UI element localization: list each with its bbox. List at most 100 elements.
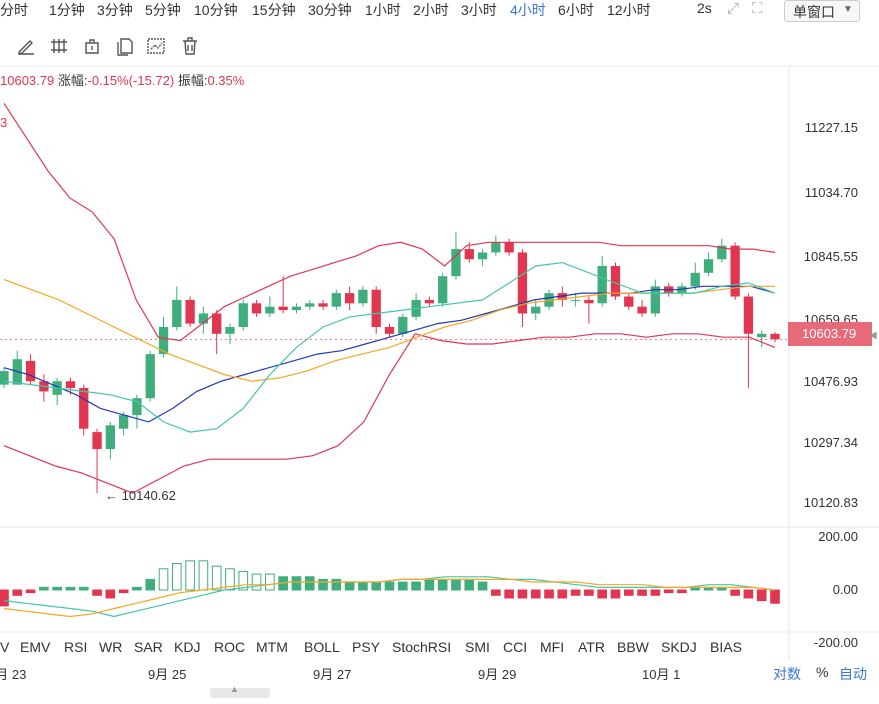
volume-bar	[145, 578, 156, 591]
volume-bar	[464, 578, 475, 591]
candle-body	[424, 299, 435, 304]
axis-handle-icon[interactable]: ◀	[869, 330, 877, 341]
candle-body	[344, 293, 355, 304]
change-value: -0.15%(-15.72)	[87, 73, 175, 88]
pencil-icon[interactable]	[16, 36, 36, 56]
chart-settings-icon[interactable]	[146, 36, 166, 56]
volume-bar	[52, 586, 62, 591]
indicator-bbw[interactable]: BBW	[617, 639, 649, 655]
volume-bar	[158, 568, 169, 591]
timeframe-4[interactable]: 10分钟	[194, 2, 238, 18]
indicator-cci[interactable]: CCI	[503, 639, 528, 655]
indicator-wr[interactable]: WR	[99, 639, 123, 655]
volume-bar	[92, 589, 102, 596]
indicator-atr[interactable]: ATR	[578, 639, 605, 655]
candle-body	[730, 245, 740, 297]
timeframe-10[interactable]: 4小时	[510, 2, 546, 18]
volume-bar	[105, 589, 116, 599]
indicator-bias[interactable]: BIAS	[710, 639, 742, 655]
indicator-v[interactable]: V	[0, 639, 10, 655]
timeframe-6[interactable]: 30分钟	[308, 2, 352, 18]
volume-bar	[25, 589, 36, 594]
candle-body	[491, 242, 501, 253]
boll-upper-line	[3, 102, 776, 342]
indicator-boll[interactable]: BOLL	[304, 639, 340, 655]
candle-body	[451, 249, 461, 277]
amplitude-label: 振幅:	[177, 73, 208, 88]
candle-body	[25, 360, 36, 382]
parallel-lines-icon[interactable]	[49, 36, 69, 56]
timeframe-3[interactable]: 5分钟	[145, 2, 181, 18]
window-select[interactable]: 单窗口 ▼	[784, 0, 860, 22]
indicator-mtm[interactable]: MTM	[256, 639, 288, 655]
timeframe-11[interactable]: 6小时	[558, 2, 594, 18]
volume-bar	[530, 589, 541, 599]
timeframe-1[interactable]: 1分钟	[49, 2, 85, 18]
volume-bar	[451, 578, 461, 591]
timeframe-2[interactable]: 3分钟	[97, 2, 133, 18]
candle-body	[770, 333, 780, 340]
price-info: 10603.79 涨幅:-0.15%(-15.72) 振幅:0.35%	[0, 70, 244, 89]
candle-body	[717, 245, 727, 260]
candle-body	[265, 306, 275, 314]
indicator-mfi[interactable]: MFI	[540, 639, 565, 655]
low-annotation-value: 10140.62	[121, 488, 176, 503]
current-price-tag: 10603.79	[788, 322, 872, 346]
timeframe-8[interactable]: 2小时	[413, 2, 449, 18]
indicator-roc[interactable]: ROC	[214, 639, 246, 655]
price-tick-label: 10476.93	[803, 374, 858, 390]
candle-body	[757, 333, 767, 338]
candle-body	[92, 432, 102, 450]
volume-bar	[677, 589, 687, 594]
auto-scale-toggle[interactable]: 自动	[839, 666, 867, 682]
volume-bar	[623, 589, 634, 596]
trash-icon[interactable]	[180, 36, 200, 56]
timeframe-9[interactable]: 3小时	[461, 2, 497, 18]
volume-bar	[238, 570, 249, 591]
volume-bar	[637, 589, 647, 596]
indicator-skdj[interactable]: SKDJ	[661, 639, 697, 655]
scroll-handle[interactable]	[210, 688, 270, 698]
candle-body	[305, 303, 315, 307]
percent-toggle[interactable]: %	[816, 664, 829, 680]
candle-body	[384, 327, 395, 334]
price-tick-label: 10845.55	[803, 249, 858, 265]
indicator-emv[interactable]: EMV	[20, 639, 51, 655]
chevron-up-icon[interactable]: ▲	[230, 684, 239, 694]
volume-bar	[358, 581, 368, 591]
x-tick-label: 9月 23	[0, 667, 27, 682]
volume-bar	[437, 578, 448, 591]
timeframe-7[interactable]: 1小时	[365, 2, 401, 18]
copy-icon[interactable]	[115, 36, 135, 56]
timeframe-12[interactable]: 12小时	[607, 2, 651, 18]
fullscreen-icon[interactable]: ⤢	[727, 0, 740, 17]
candle-body	[212, 313, 222, 334]
window-select-label: 单窗口	[793, 4, 835, 20]
candle-body	[597, 266, 607, 304]
timeframe-5[interactable]: 15分钟	[252, 2, 296, 18]
volume-bar	[12, 589, 23, 596]
candle-body	[477, 252, 488, 260]
indicator-kdj[interactable]: KDJ	[174, 639, 201, 655]
current-price: 10603.79	[0, 73, 55, 88]
maximize-icon[interactable]: ⛶	[752, 0, 763, 17]
refresh-interval[interactable]: 2s	[697, 0, 712, 16]
volume-bar	[344, 581, 355, 591]
bag-icon[interactable]	[82, 36, 102, 56]
indicator-stochrsi[interactable]: StochRSI	[392, 639, 452, 655]
log-scale-toggle[interactable]: 对数	[773, 666, 801, 682]
indicator-psy[interactable]: PSY	[352, 639, 381, 655]
volume-bar	[0, 589, 9, 607]
indicator-rsi[interactable]: RSI	[64, 639, 88, 655]
volume-bar	[424, 578, 435, 591]
volume-bar	[198, 560, 209, 591]
indicator-sar[interactable]: SAR	[134, 639, 163, 655]
volume-bar	[397, 581, 408, 591]
x-tick-label: 9月 25	[148, 667, 187, 682]
timeframe-0[interactable]: 分时	[0, 2, 28, 18]
x-tick-label: 9月 29	[478, 667, 517, 682]
ma-value-label: 3	[0, 115, 8, 130]
indicator-smi[interactable]: SMI	[465, 639, 490, 655]
volume-bar	[65, 586, 76, 591]
